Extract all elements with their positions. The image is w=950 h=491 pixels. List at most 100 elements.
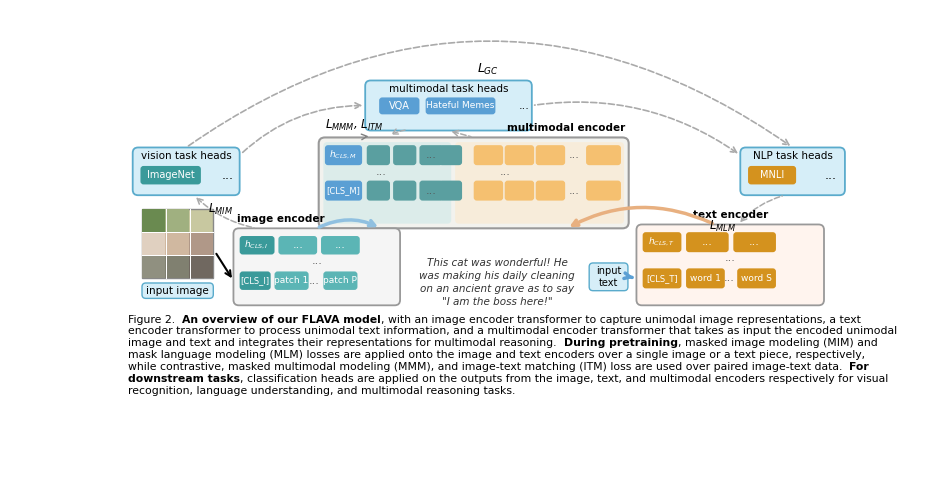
Text: NLP task heads: NLP task heads	[752, 151, 832, 161]
Text: This cat was wonderful! He
was making his daily cleaning
on an ancient grave as : This cat was wonderful! He was making hi…	[419, 258, 575, 307]
Text: while contrastive, masked multimodal modeling (MMM), and image-text matching (IT: while contrastive, masked multimodal mod…	[128, 362, 849, 372]
Text: image encoder: image encoder	[238, 214, 325, 224]
Text: [CLS_T]: [CLS_T]	[646, 274, 678, 283]
FancyBboxPatch shape	[234, 228, 400, 305]
FancyBboxPatch shape	[439, 181, 462, 201]
FancyBboxPatch shape	[686, 269, 725, 288]
Text: ...: ...	[519, 101, 529, 111]
Text: ...: ...	[309, 275, 319, 286]
Text: recognition, language understanding, and multimodal reasoning tasks.: recognition, language understanding, and…	[128, 386, 516, 396]
Bar	[189, 232, 213, 255]
FancyBboxPatch shape	[325, 181, 362, 201]
FancyBboxPatch shape	[393, 145, 416, 165]
FancyBboxPatch shape	[642, 269, 681, 288]
Bar	[142, 232, 165, 255]
Text: ...: ...	[569, 186, 580, 195]
FancyBboxPatch shape	[379, 97, 420, 114]
FancyBboxPatch shape	[536, 181, 565, 201]
FancyBboxPatch shape	[439, 145, 462, 165]
Bar	[142, 209, 165, 232]
FancyBboxPatch shape	[142, 283, 214, 299]
FancyBboxPatch shape	[474, 181, 504, 201]
Text: ...: ...	[335, 240, 346, 250]
FancyBboxPatch shape	[589, 263, 628, 291]
FancyBboxPatch shape	[737, 269, 776, 288]
Text: [CLS_I]: [CLS_I]	[240, 276, 270, 285]
Text: $L_{MIM}$: $L_{MIM}$	[208, 201, 233, 217]
FancyBboxPatch shape	[420, 181, 443, 201]
Text: An overview of our FLAVA model: An overview of our FLAVA model	[182, 315, 381, 325]
FancyBboxPatch shape	[642, 232, 681, 252]
Bar	[189, 255, 213, 278]
Text: During pretraining: During pretraining	[563, 338, 677, 349]
Text: ...: ...	[500, 167, 510, 177]
FancyBboxPatch shape	[141, 166, 200, 185]
Bar	[165, 255, 188, 278]
Text: For: For	[849, 362, 869, 372]
Text: ...: ...	[222, 169, 234, 182]
Text: ...: ...	[293, 240, 303, 250]
Text: ...: ...	[724, 273, 735, 283]
Bar	[165, 232, 188, 255]
Text: $L_{MLM}$: $L_{MLM}$	[710, 219, 736, 234]
FancyBboxPatch shape	[239, 272, 271, 290]
FancyBboxPatch shape	[686, 232, 729, 252]
Bar	[142, 209, 214, 278]
Text: ...: ...	[375, 167, 386, 177]
Text: multimodal task heads: multimodal task heads	[389, 84, 508, 94]
Text: $L_{MMM}$, $L_{ITM}$: $L_{MMM}$, $L_{ITM}$	[325, 118, 384, 133]
Text: encoder transformer to process unimodal text information, and a multimodal encod: encoder transformer to process unimodal …	[128, 327, 897, 336]
Text: ...: ...	[825, 169, 837, 182]
Text: input
text: input text	[596, 266, 621, 288]
Text: ImageNet: ImageNet	[147, 170, 195, 180]
Text: ...: ...	[749, 237, 760, 247]
FancyBboxPatch shape	[504, 181, 534, 201]
Text: ...: ...	[312, 256, 322, 267]
Text: ...: ...	[725, 253, 735, 263]
Text: MNLI: MNLI	[760, 170, 784, 180]
FancyBboxPatch shape	[323, 142, 451, 224]
FancyBboxPatch shape	[321, 236, 360, 254]
Text: ...: ...	[569, 150, 580, 160]
Text: Figure 2.: Figure 2.	[128, 315, 182, 325]
FancyBboxPatch shape	[586, 145, 621, 165]
FancyBboxPatch shape	[474, 145, 504, 165]
FancyBboxPatch shape	[504, 145, 534, 165]
Text: , masked image modeling (MIM) and: , masked image modeling (MIM) and	[677, 338, 877, 349]
Text: ...: ...	[426, 150, 436, 160]
Text: patch P: patch P	[323, 276, 357, 285]
Text: downstream tasks: downstream tasks	[128, 374, 240, 384]
FancyBboxPatch shape	[367, 181, 390, 201]
FancyBboxPatch shape	[318, 137, 629, 228]
Text: vision task heads: vision task heads	[141, 151, 232, 161]
FancyBboxPatch shape	[367, 145, 390, 165]
Text: $h_{CLS,M}$: $h_{CLS,M}$	[330, 149, 357, 162]
FancyBboxPatch shape	[586, 181, 621, 201]
Text: text encoder: text encoder	[693, 210, 768, 220]
Text: word 1: word 1	[690, 274, 721, 283]
Text: $L_{GC}$: $L_{GC}$	[477, 62, 499, 77]
Text: [CLS_M]: [CLS_M]	[327, 186, 360, 195]
FancyBboxPatch shape	[740, 147, 845, 195]
Text: VQA: VQA	[389, 101, 409, 111]
FancyBboxPatch shape	[365, 81, 532, 131]
FancyBboxPatch shape	[133, 147, 239, 195]
FancyBboxPatch shape	[748, 166, 796, 185]
FancyBboxPatch shape	[636, 224, 824, 305]
Text: , classification heads are applied on the outputs from the image, text, and mult: , classification heads are applied on th…	[240, 374, 888, 384]
Text: Hateful Memes: Hateful Memes	[427, 101, 495, 110]
FancyBboxPatch shape	[455, 142, 624, 224]
Text: patch 1: patch 1	[275, 276, 309, 285]
FancyBboxPatch shape	[325, 145, 362, 165]
FancyBboxPatch shape	[536, 145, 565, 165]
FancyBboxPatch shape	[278, 236, 317, 254]
FancyBboxPatch shape	[426, 97, 495, 114]
Text: input image: input image	[146, 286, 209, 296]
Text: $h_{CLS,I}$: $h_{CLS,I}$	[244, 239, 269, 251]
Text: ...: ...	[701, 237, 712, 247]
Text: mask language modeling (MLM) losses are applied onto the image and text encoders: mask language modeling (MLM) losses are …	[128, 351, 865, 360]
FancyBboxPatch shape	[323, 272, 357, 290]
Text: , with an image encoder transformer to capture unimodal image representations, a: , with an image encoder transformer to c…	[381, 315, 861, 325]
Text: ...: ...	[426, 186, 436, 195]
Bar	[165, 209, 188, 232]
